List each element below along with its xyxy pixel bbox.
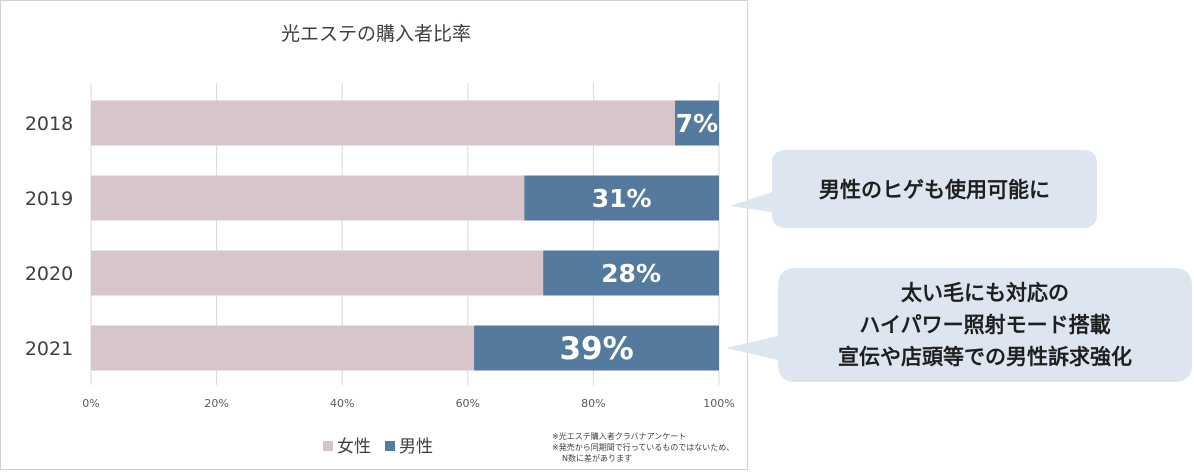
footnote-line: ※光エステ購入者クラバナアンケート — [552, 431, 686, 441]
category-label-2018: 2018 — [25, 113, 73, 135]
tick-label: 80% — [581, 397, 605, 410]
bar-female-2019 — [91, 175, 525, 221]
data-label-2020: 28% — [601, 259, 661, 288]
bar-female-2018 — [91, 100, 676, 146]
legend-swatch-female — [323, 441, 333, 451]
data-label-2019: 31% — [592, 184, 652, 213]
category-label-2020: 2020 — [25, 263, 73, 285]
data-label-2018: 7% — [676, 109, 718, 138]
bar-female-2020 — [91, 250, 544, 296]
callout-2019-bubble — [730, 150, 1097, 228]
category-label-2019: 2019 — [25, 188, 73, 210]
tick-label: 20% — [204, 397, 228, 410]
legend-label-male: 男性 — [399, 437, 433, 457]
legend: 女性 男性 — [323, 437, 433, 457]
callout-2019-text: 男性のヒゲも使用可能に — [819, 178, 1050, 202]
footnote-line: N数に差があります — [562, 453, 632, 463]
callout-2021: 太い毛にも対応の ハイパワー照射モード搭載 宣伝や店頭等での男性訴求強化 — [726, 268, 1192, 382]
tick-label: 0% — [82, 397, 99, 410]
callout-2019: 男性のヒゲも使用可能に — [730, 150, 1097, 228]
callout-2021-line3: 宣伝や店頭等での男性訴求強化 — [838, 345, 1132, 369]
category-label-2021: 2021 — [25, 338, 73, 360]
data-label-2021: 39% — [559, 331, 633, 367]
tick-label: 100% — [703, 397, 734, 410]
callout-2021-line2: ハイパワー照射モード搭載 — [859, 313, 1111, 337]
chart-panel: 光エステの購入者比率 7% 31% 28% 39% 2018 2019 2020 2021 … — [0, 0, 748, 470]
tick-label: 40% — [330, 397, 354, 410]
chart-svg: 光エステの購入者比率 7%31%28%39% 2018201920202021 … — [25, 23, 735, 463]
chart-title: 光エステの購入者比率 — [281, 23, 471, 45]
tick-label: 60% — [456, 397, 480, 410]
bar-female-2021 — [91, 325, 475, 371]
footnote: ※光エステ購入者クラバナアンケート※発売から同期間で行っているものではないため、… — [552, 431, 734, 463]
legend-swatch-male — [385, 441, 395, 451]
legend-label-female: 女性 — [337, 437, 371, 457]
bar-male-2021 — [474, 325, 719, 371]
callout-2021-line1: 太い毛にも対応の — [901, 281, 1069, 305]
bar-male-2019 — [524, 175, 719, 221]
bar-male-2018 — [675, 100, 719, 146]
bar-male-2020 — [543, 250, 719, 296]
callout-2021-bubble — [726, 268, 1192, 382]
footnote-line: ※発売から同期間で行っているものではないため、 — [552, 442, 734, 452]
